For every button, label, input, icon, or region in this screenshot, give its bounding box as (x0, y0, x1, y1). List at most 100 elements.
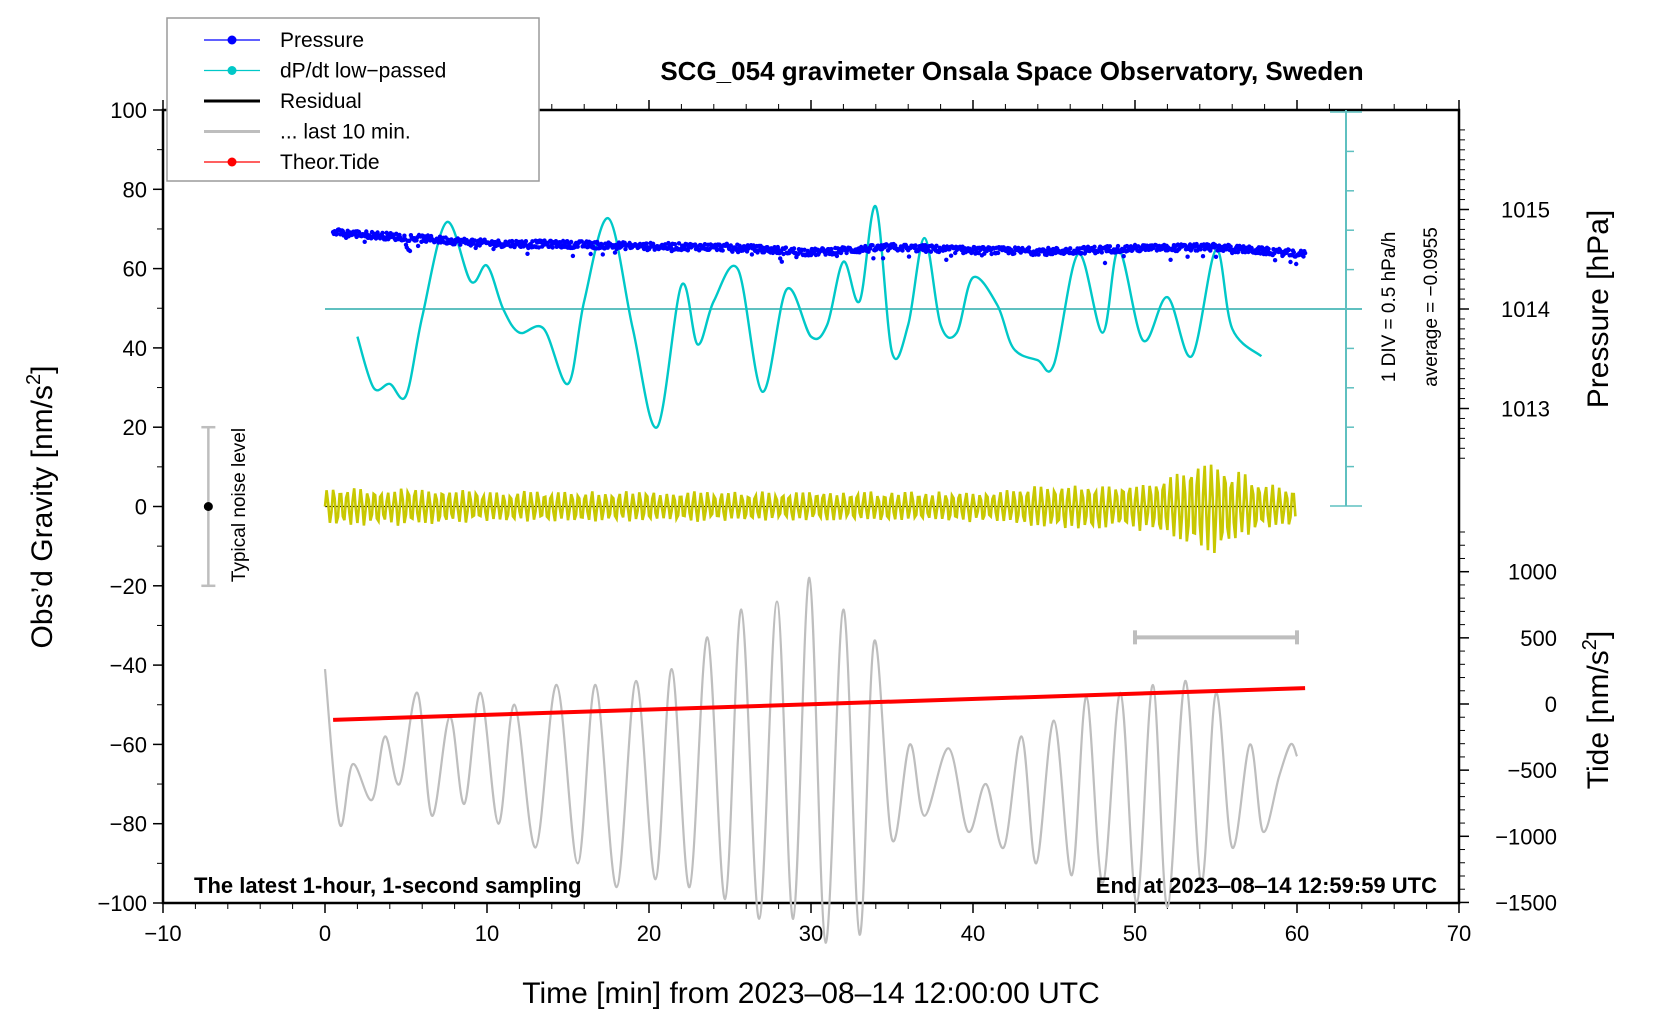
pressure-point (402, 233, 407, 238)
y-axis-title: Obs’d Gravity [nm/s2] (23, 366, 59, 649)
pressure-tick-label: 1015 (1501, 198, 1550, 223)
x-tick-label: 70 (1447, 921, 1471, 946)
pressure-point (1036, 252, 1041, 257)
axis-ticks: −10 0 10 20 30 40 50 60 70100806040200−20−40−60−… (97, 98, 1557, 946)
pressure-point (644, 241, 649, 246)
pressure-point (525, 251, 530, 256)
pressure-point (720, 248, 725, 253)
tide-tick-label: −1500 (1495, 890, 1557, 915)
pressure-point (829, 246, 834, 252)
pressure-point (570, 253, 576, 259)
pressure-point (1012, 251, 1017, 256)
pressure-point (513, 242, 518, 248)
tide-axis-title: Tide [nm/s2] (1579, 631, 1615, 789)
pressure-point (676, 241, 682, 246)
pressure-point (995, 250, 1001, 256)
noise-level-indicator (201, 425, 216, 588)
y-tick-label: 80 (123, 177, 147, 202)
pressure-point (437, 234, 443, 239)
pressure-point (536, 245, 541, 250)
noise-level-label: Typical noise level (229, 428, 250, 582)
y-tick-label: −100 (97, 891, 147, 916)
tide-tick-label: 1000 (1508, 560, 1557, 585)
pressure-point (672, 242, 678, 247)
pressure-point (802, 247, 807, 252)
dpdt-scale-axis (325, 110, 1362, 507)
x-tick-label: 20 (637, 921, 661, 946)
x-tick-label: 30 (799, 921, 823, 946)
pressure-point (928, 249, 934, 254)
pressure-point (1099, 250, 1105, 255)
pressure-point (893, 243, 898, 248)
legend-label: Residual (280, 90, 362, 113)
pressure-point (906, 254, 912, 259)
pressure-point (867, 246, 873, 251)
pressure-point (362, 239, 367, 244)
pressure-point (1228, 244, 1233, 249)
x-tick-label: 10 (475, 921, 499, 946)
noise-center-dot (203, 502, 213, 511)
pressure-point (1264, 252, 1269, 257)
pressure-axis-title: Pressure [hPa] (1582, 210, 1615, 408)
legend-label: Theor.Tide (280, 151, 380, 174)
pressure-point (834, 253, 840, 259)
series-residual-lowpassed (323, 464, 1297, 554)
pressure-point (791, 246, 797, 251)
x-tick-label: 40 (961, 921, 985, 946)
pressure-point (989, 251, 994, 257)
x-tick-label: −10 (144, 921, 181, 946)
pressure-point (749, 252, 755, 257)
pressure-point (944, 257, 949, 262)
pressure-point (356, 229, 362, 235)
pressure-point (1026, 245, 1032, 250)
pressure-point (600, 252, 605, 257)
pressure-point (1121, 254, 1126, 259)
legend-label: dP/dt low−passed (280, 60, 446, 83)
pressure-point (575, 244, 580, 249)
pressure-point (1102, 260, 1108, 266)
pressure-point (569, 239, 574, 245)
tide-tick-label: −1000 (1495, 824, 1557, 849)
pressure-point (623, 246, 628, 252)
pressure-point (539, 238, 544, 244)
pressure-point (380, 230, 385, 236)
pressure-point (913, 243, 918, 248)
y-tick-label: −60 (110, 732, 147, 757)
legend: Pressure dP/dt low−passed Residual ... last… (166, 17, 540, 182)
text-layer: SCG_054 gravimeter Onsala Space Observat… (23, 56, 1615, 1010)
annotation-bottom-left: The latest 1‑hour, 1‑second sampling (194, 873, 582, 898)
pressure-point (1079, 250, 1084, 256)
series-last-10-min (323, 576, 1299, 944)
y-tick-label: 20 (123, 415, 147, 440)
pressure-point (375, 230, 380, 235)
pressure-point (1302, 250, 1308, 256)
pressure-point (1168, 257, 1173, 262)
pressure-point (880, 256, 886, 261)
y-tick-label: −80 (110, 812, 147, 837)
legend-label: Pressure (280, 29, 364, 52)
y-tick-label: 40 (123, 336, 147, 361)
pressure-point (384, 230, 389, 235)
pressure-point (1288, 259, 1293, 265)
pressure-point (1092, 244, 1097, 249)
pressure-point (612, 250, 618, 255)
pressure-point (1198, 247, 1203, 252)
pressure-point (1068, 246, 1073, 251)
annotation-bottom-right: End at 2023‒08‒14 12:59:59 UTC (1096, 873, 1437, 898)
x-tick-label: 0 (319, 921, 331, 946)
legend-swatch-dot (227, 66, 237, 75)
pressure-tick-label: 1013 (1501, 397, 1550, 422)
dpdt-div-label: 1 DIV = 0.5 hPa/h (1379, 232, 1400, 383)
pressure-point (778, 256, 783, 261)
pressure-point (334, 231, 340, 236)
pressure-tick-label: 1014 (1501, 297, 1550, 322)
pressure-point (783, 245, 789, 250)
pressure-point (1107, 244, 1113, 249)
tide-tick-label: 500 (1520, 626, 1557, 651)
tide-tick-label: 0 (1545, 692, 1557, 717)
pressure-point (1301, 254, 1306, 259)
pressure-point (823, 252, 828, 257)
y-tick-label: 60 (123, 257, 147, 282)
series-dpdt (356, 205, 1263, 429)
